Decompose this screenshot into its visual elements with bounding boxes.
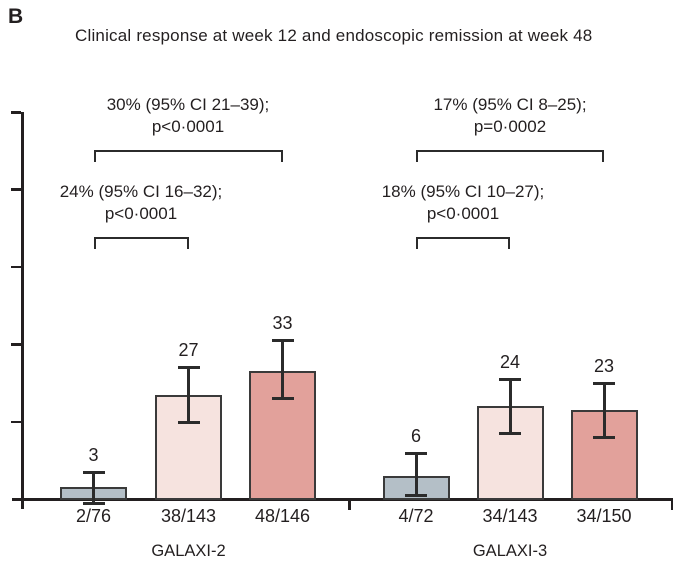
group-label: GALAXI-2 [151,542,226,560]
comparison-pvalue-label: p=0·0002 [473,117,547,136]
comparison-bracket-leg [280,150,283,162]
bar-fraction-label: 38/143 [160,506,217,526]
comparison-bracket-leg [186,237,189,249]
comparison-bracket-leg [508,237,510,249]
error-bar-cap [177,420,200,424]
comparison-estimate-label: 18% (95% CI 10–27); [381,182,545,201]
y-axis [21,112,24,509]
comparison-bracket-leg [416,237,418,249]
bar-fraction-label: 48/146 [254,506,311,526]
error-bar-cap [499,378,521,382]
error-bar-cap [177,366,200,370]
y-axis-tick [11,188,21,191]
bar-value-label: 33 [272,313,293,334]
error-bar [281,340,284,399]
comparison-estimate-label: 24% (95% CI 16–32); [59,182,223,201]
y-axis-tick [11,111,21,114]
error-bar-cap [593,436,615,440]
error-bar-cap [499,432,521,436]
error-bar [92,471,95,503]
x-axis [12,498,673,501]
bar-fraction-label: 34/143 [482,506,538,526]
error-bar-cap [271,339,294,343]
bar-value-label: 27 [178,340,199,361]
comparison-bracket [93,150,283,152]
error-bar-cap [405,494,427,498]
comparison-estimate-label: 30% (95% CI 21–39); [106,95,270,114]
error-bar-cap [593,381,615,385]
y-axis-tick [11,343,21,346]
group-label: GALAXI-3 [472,542,548,560]
chart-title: Clinical response at week 12 and endosco… [75,26,593,45]
x-axis-group-separator-tick [348,499,351,510]
bar-fraction-label: 2/76 [75,506,112,526]
error-bar [508,379,512,434]
panel-label: B [8,5,24,28]
error-bar [602,382,606,438]
comparison-pvalue-label: p<0·0001 [104,204,178,223]
bar-fraction-label: 4/72 [398,506,434,526]
error-bar-cap [405,451,427,455]
error-bar-cap [271,397,294,401]
comparison-bracket [416,150,604,152]
error-bar-cap [82,470,105,474]
error-bar [414,452,418,496]
bar-value-label: 3 [88,444,99,465]
comparison-pvalue-label: p<0·0001 [426,204,500,223]
comparison-estimate-label: 17% (95% CI 8–25); [433,95,587,114]
comparison-bracket-leg [93,237,96,249]
error-bar-cap [82,501,105,505]
bar-value-label: 23 [593,355,615,376]
comparison-bracket-leg [416,150,418,162]
comparison-bracket-leg [602,150,604,162]
bar-value-label: 24 [499,352,521,373]
bar-value-label: 6 [410,425,422,446]
comparison-pvalue-label: p<0·0001 [151,117,225,136]
comparison-bracket [416,237,510,239]
y-axis-tick [11,420,21,424]
bar-fraction-label: 34/150 [576,506,632,526]
comparison-bracket [93,237,189,239]
comparison-bracket-leg [93,150,96,162]
x-axis-end-tick [670,499,673,510]
error-bar [187,367,190,422]
y-axis-tick [11,265,21,269]
